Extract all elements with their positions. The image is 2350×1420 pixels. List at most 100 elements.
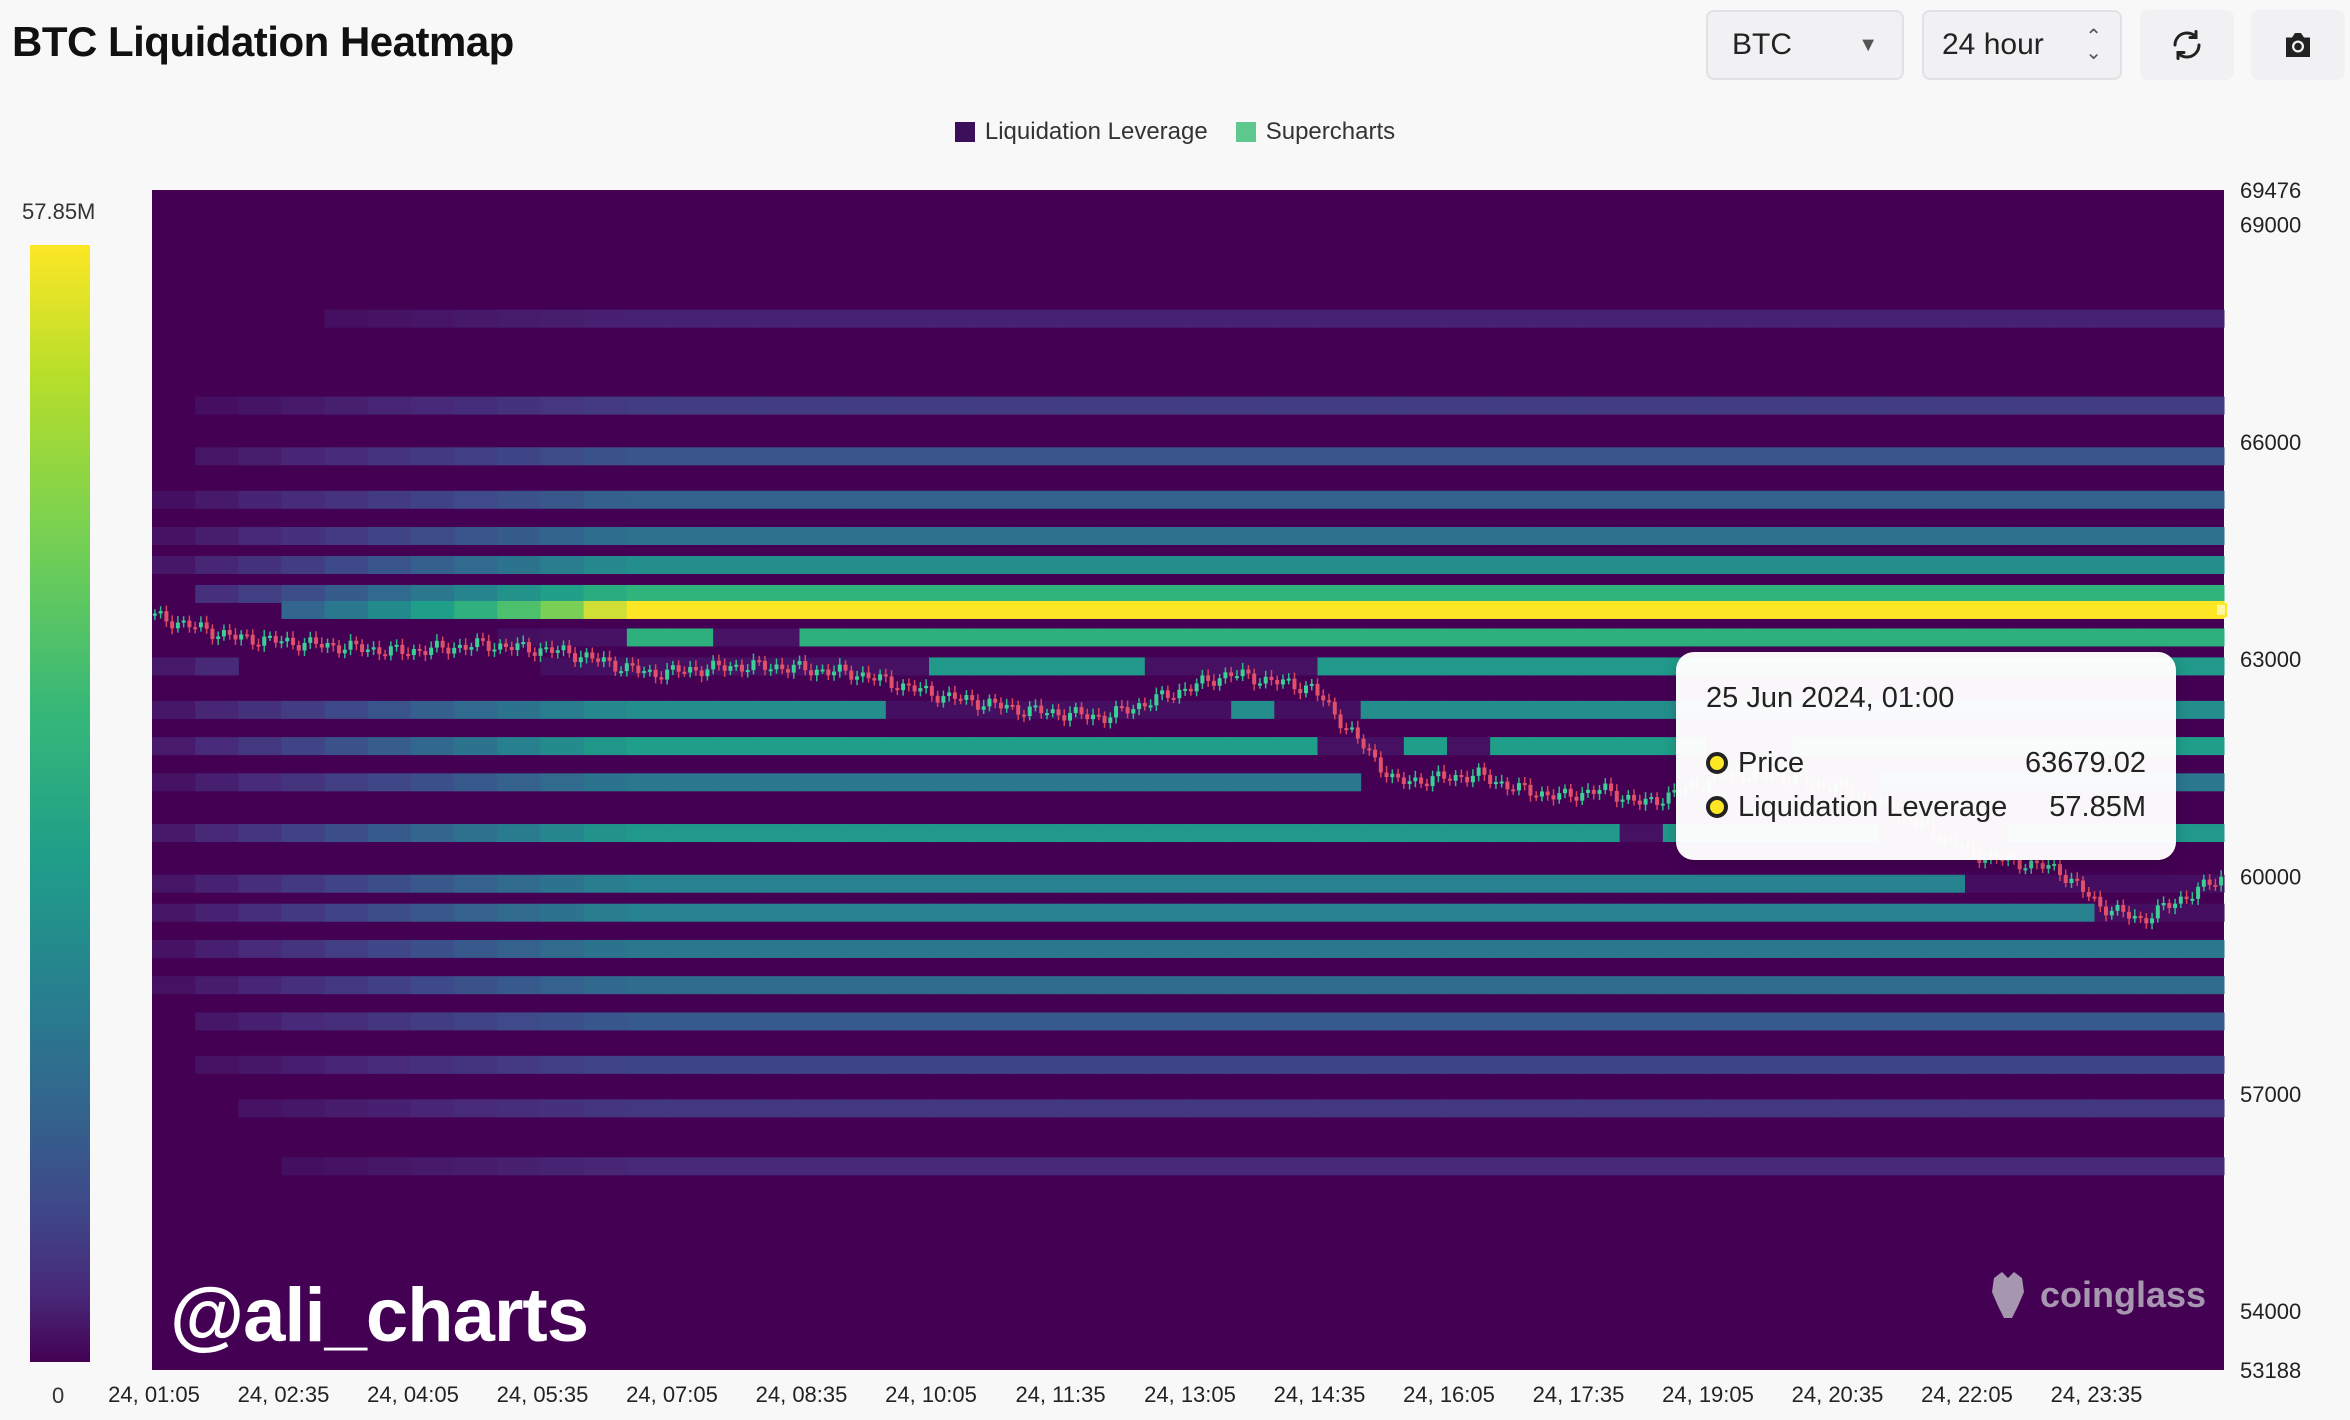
heatmap-cell [411,874,455,893]
x-tick-label: 24, 05:35 [497,1382,589,1407]
heatmap-cell [152,490,196,509]
candle-body [1430,776,1435,787]
heatmap-cell [1619,600,1664,619]
heatmap-cell [195,396,239,415]
heatmap-cell [1662,600,1707,619]
heatmap-cell [1576,584,1621,603]
heatmap-cell [1792,309,1836,328]
heatmap-cell [1403,939,1448,958]
heatmap-cell [195,1012,239,1031]
heatmap-cell [626,555,671,574]
heatmap-cell [1792,1157,1836,1176]
candle-body [1315,683,1320,696]
heatmap-cell [324,584,369,603]
heatmap-cell [583,584,628,603]
heatmap-cell [1403,600,1448,619]
heatmap-cell [885,490,930,509]
candle-body [152,613,157,616]
legend-item-supercharts[interactable]: Supercharts [1235,118,1395,146]
heatmap-cell [2137,600,2182,619]
heatmap-cell [1533,976,1577,995]
candle-body [1148,705,1153,708]
heatmap-cell [670,1157,714,1176]
candle-body [1016,705,1021,715]
candle-body [693,667,698,671]
candle-body [1355,727,1360,739]
candle-body [411,648,416,656]
heatmap-cell [756,874,800,893]
heatmap-cell [929,773,973,792]
heatmap-cell [799,1157,844,1176]
heatmap-cell [626,657,671,676]
heatmap-cell [1662,584,1707,603]
screenshot-button[interactable] [2251,10,2345,80]
heatmap-cell [842,309,887,328]
refresh-button[interactable] [2140,10,2234,80]
heatmap-cell [713,447,757,466]
candle-body [630,663,635,666]
heatmap-cell [411,939,455,958]
candle-body [1453,774,1458,781]
heatmap-cell [1447,874,1491,893]
heatmap-cell [713,874,757,893]
heatmap-cell [1447,939,1491,958]
candle-body [429,647,434,656]
heatmap-cell [1619,1157,1664,1176]
heatmap-cell [842,903,887,922]
heatmap-cell [1144,1012,1189,1031]
heatmap-cell [1533,1012,1577,1031]
candle-body [947,692,952,697]
heatmap-cell [885,628,930,647]
range-select[interactable]: 24 hour ⌃ ⌄ [1922,10,2122,80]
heatmap-cell [1274,396,1318,415]
heatmap-cell [2180,584,2225,603]
heatmap-cell [1490,657,1534,676]
heatmap-cell [281,1055,326,1074]
heatmap-cell [1188,737,1232,756]
heatmap-cell [1533,874,1577,893]
symbol-select[interactable]: BTC ▼ [1706,10,1904,80]
heatmap-cell [1447,527,1491,546]
heatmap-cell [1274,976,1318,995]
tooltip-row-leverage: Liquidation Leverage 57.85M [1706,785,2146,829]
heatmap-cell [497,555,541,574]
candle-body [544,647,549,650]
brand-icon [1992,1272,2024,1318]
heatmap-cell [972,600,1016,619]
candle-body [170,621,175,629]
heatmap-cell [1576,600,1621,619]
heatmap-cell [1403,1012,1448,1031]
heatmap-cell [1576,824,1621,843]
heatmap-cell [1058,584,1103,603]
legend-item-liquidation-leverage[interactable]: Liquidation Leverage [954,118,1208,146]
heatmap-cell [1878,976,1923,995]
heatmap-cell [2094,555,2139,574]
heatmap-cell [1619,737,1664,756]
heatmap-cell [497,527,541,546]
heatmap-cell [799,824,844,843]
heatmap-cell [1144,447,1189,466]
heatmap-cell [1662,939,1707,958]
heatmap-cell [540,309,585,328]
candle-body [2017,858,2022,870]
candle-body [296,644,301,651]
heatmap-cell [1058,396,1103,415]
heatmap-cell [1231,396,1275,415]
heatmap-cell [1878,939,1923,958]
heatmap-cell [1144,700,1189,719]
heatmap-cell [626,600,671,619]
heatmap-cell [972,584,1016,603]
candle-body [1056,709,1061,716]
caret-down-icon: ▼ [1858,33,1878,56]
heatmap-cell [1921,447,1966,466]
heatmap-cell [1015,737,1059,756]
heatmap-cell [2094,939,2139,958]
heatmap-cell [929,1099,973,1118]
heatmap-cell [1706,600,1750,619]
candle-body [2207,879,2212,885]
heatmap-cell [2094,309,2139,328]
candle-body [2121,905,2126,912]
heatmap-cell [1144,657,1189,676]
heatmap-cell [799,903,844,922]
candle-body [325,642,330,648]
